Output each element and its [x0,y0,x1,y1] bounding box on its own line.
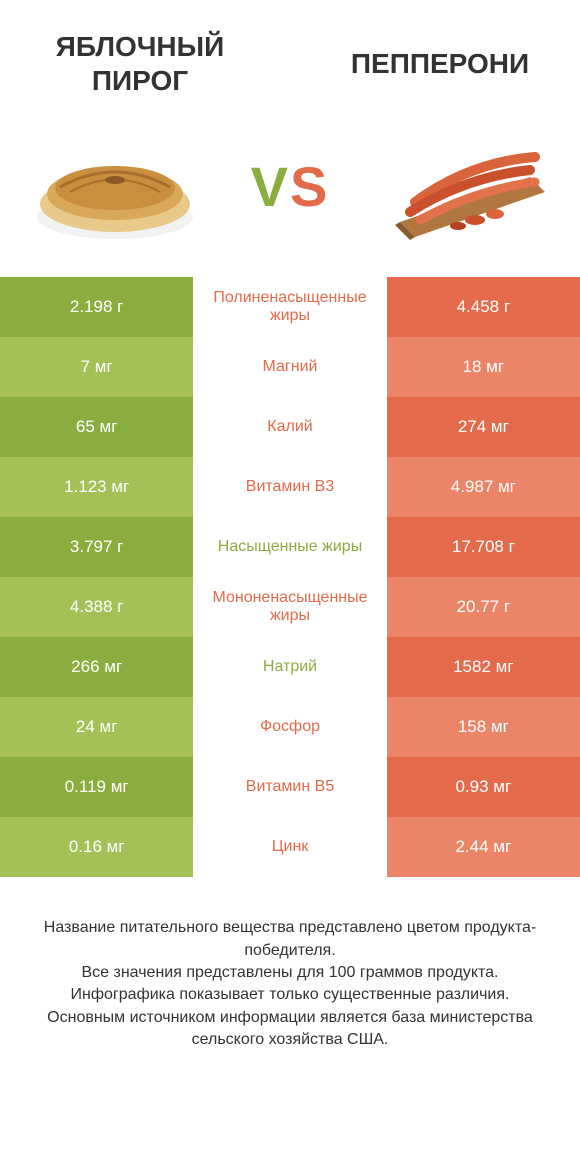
nutrient-name: Цинк [193,817,386,877]
right-value: 20.77 г [387,577,580,637]
table-row: 3.797 гНасыщенные жиры17.708 г [0,517,580,577]
left-value: 1.123 мг [0,457,193,517]
table-row: 0.16 мгЦинк2.44 мг [0,817,580,877]
table-row: 4.388 гМононенасыщенные жиры20.77 г [0,577,580,637]
left-value: 65 мг [0,397,193,457]
left-value: 0.119 мг [0,757,193,817]
nutrient-name: Калий [193,397,386,457]
right-value: 158 мг [387,697,580,757]
table-row: 65 мгКалий274 мг [0,397,580,457]
right-product-image [380,127,550,247]
images-row: VS [0,107,580,277]
table-row: 1.123 мгВитамин B34.987 мг [0,457,580,517]
footer-line-3: Инфографика показывает только существенн… [30,984,550,1006]
left-value: 4.388 г [0,577,193,637]
nutrient-name: Витамин B5 [193,757,386,817]
right-value: 17.708 г [387,517,580,577]
left-value: 3.797 г [0,517,193,577]
nutrient-name: Витамин B3 [193,457,386,517]
table-row: 2.198 гПолиненасыщенные жиры4.458 г [0,277,580,337]
left-product-title: ЯБЛОЧНЫЙ ПИРОГ [40,30,240,97]
nutrient-name: Фосфор [193,697,386,757]
nutrient-name: Мононенасыщенные жиры [193,577,386,637]
nutrient-name: Насыщенные жиры [193,517,386,577]
right-value: 4.458 г [387,277,580,337]
nutrient-name: Магний [193,337,386,397]
left-value: 24 мг [0,697,193,757]
table-row: 266 мгНатрий1582 мг [0,637,580,697]
footer-line-2: Все значения представлены для 100 граммо… [30,962,550,984]
nutrient-name: Натрий [193,637,386,697]
footer-notes: Название питательного вещества представл… [0,877,580,1071]
left-value: 266 мг [0,637,193,697]
comparison-table: 2.198 гПолиненасыщенные жиры4.458 г7 мгМ… [0,277,580,877]
table-row: 24 мгФосфор158 мг [0,697,580,757]
footer-line-4: Основным источником информации является … [30,1007,550,1052]
right-value: 0.93 мг [387,757,580,817]
right-value: 274 мг [387,397,580,457]
left-product-image [30,127,200,247]
left-value: 7 мг [0,337,193,397]
header-row: ЯБЛОЧНЫЙ ПИРОГ ПЕППЕРОНИ [0,0,580,107]
vs-v: V [251,155,290,218]
left-value: 2.198 г [0,277,193,337]
left-value: 0.16 мг [0,817,193,877]
footer-line-1: Название питательного вещества представл… [30,917,550,962]
table-row: 7 мгМагний18 мг [0,337,580,397]
nutrient-name: Полиненасыщенные жиры [193,277,386,337]
table-row: 0.119 мгВитамин B50.93 мг [0,757,580,817]
vs-s: S [290,155,329,218]
right-product-title: ПЕППЕРОНИ [340,47,540,81]
right-value: 1582 мг [387,637,580,697]
right-value: 18 мг [387,337,580,397]
vs-label: VS [251,159,330,215]
right-value: 4.987 мг [387,457,580,517]
right-value: 2.44 мг [387,817,580,877]
